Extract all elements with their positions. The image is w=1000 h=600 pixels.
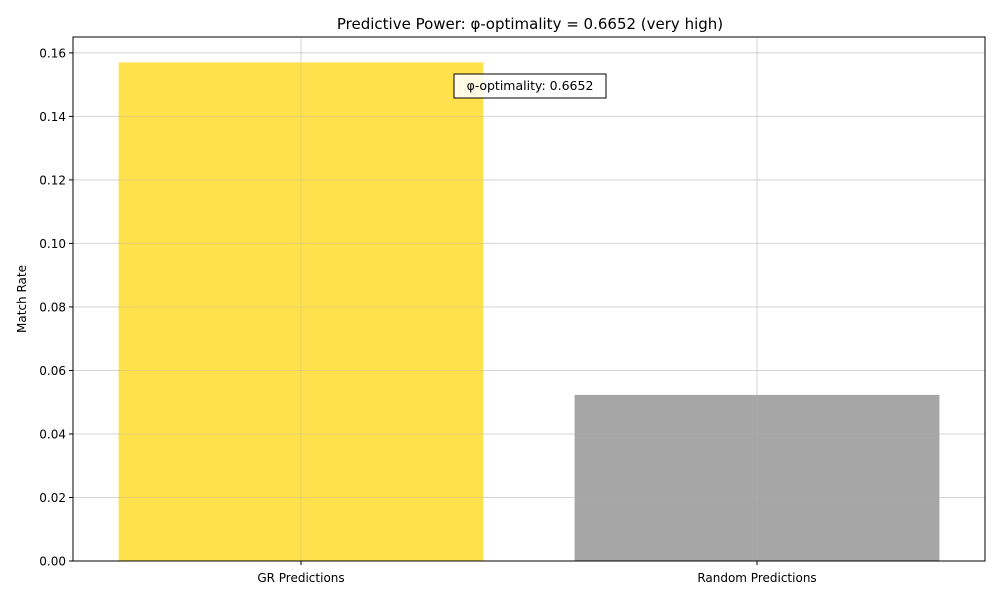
x-tick-label: GR Predictions: [257, 571, 344, 585]
y-tick-label: 0.10: [39, 237, 66, 251]
y-tick-label: 0.04: [39, 427, 66, 441]
y-tick-label: 0.00: [39, 555, 66, 569]
plot-frame: [72, 36, 986, 562]
bars-group: [73, 37, 985, 562]
annotation-border: [453, 73, 607, 99]
bar-random-predictions: [574, 394, 940, 561]
y-axis-label: Match Rate: [15, 265, 29, 333]
annotation-text: φ-optimality: 0.6652: [467, 78, 594, 93]
x-tick-label: Random Predictions: [697, 571, 816, 585]
x-axis-ticks: GR Predictions Random Predictions: [257, 561, 817, 585]
chart-title: Predictive Power: φ-optimality = 0.6652 …: [337, 15, 723, 33]
y-tick-label: 0.16: [39, 46, 66, 60]
y-tick-label: 0.06: [39, 364, 66, 378]
y-tick-label: 0.14: [39, 110, 66, 124]
bar-gr-predictions: [118, 62, 484, 561]
y-tick-label: 0.12: [39, 173, 66, 187]
y-axis-ticks: 0.00 0.02 0.04 0.06 0.08 0.10 0.12 0.14 0.16: [39, 46, 73, 569]
y-tick-label: 0.08: [39, 300, 66, 314]
y-tick-label: 0.02: [39, 491, 66, 505]
annotation-box: φ-optimality: 0.6652: [453, 73, 607, 99]
